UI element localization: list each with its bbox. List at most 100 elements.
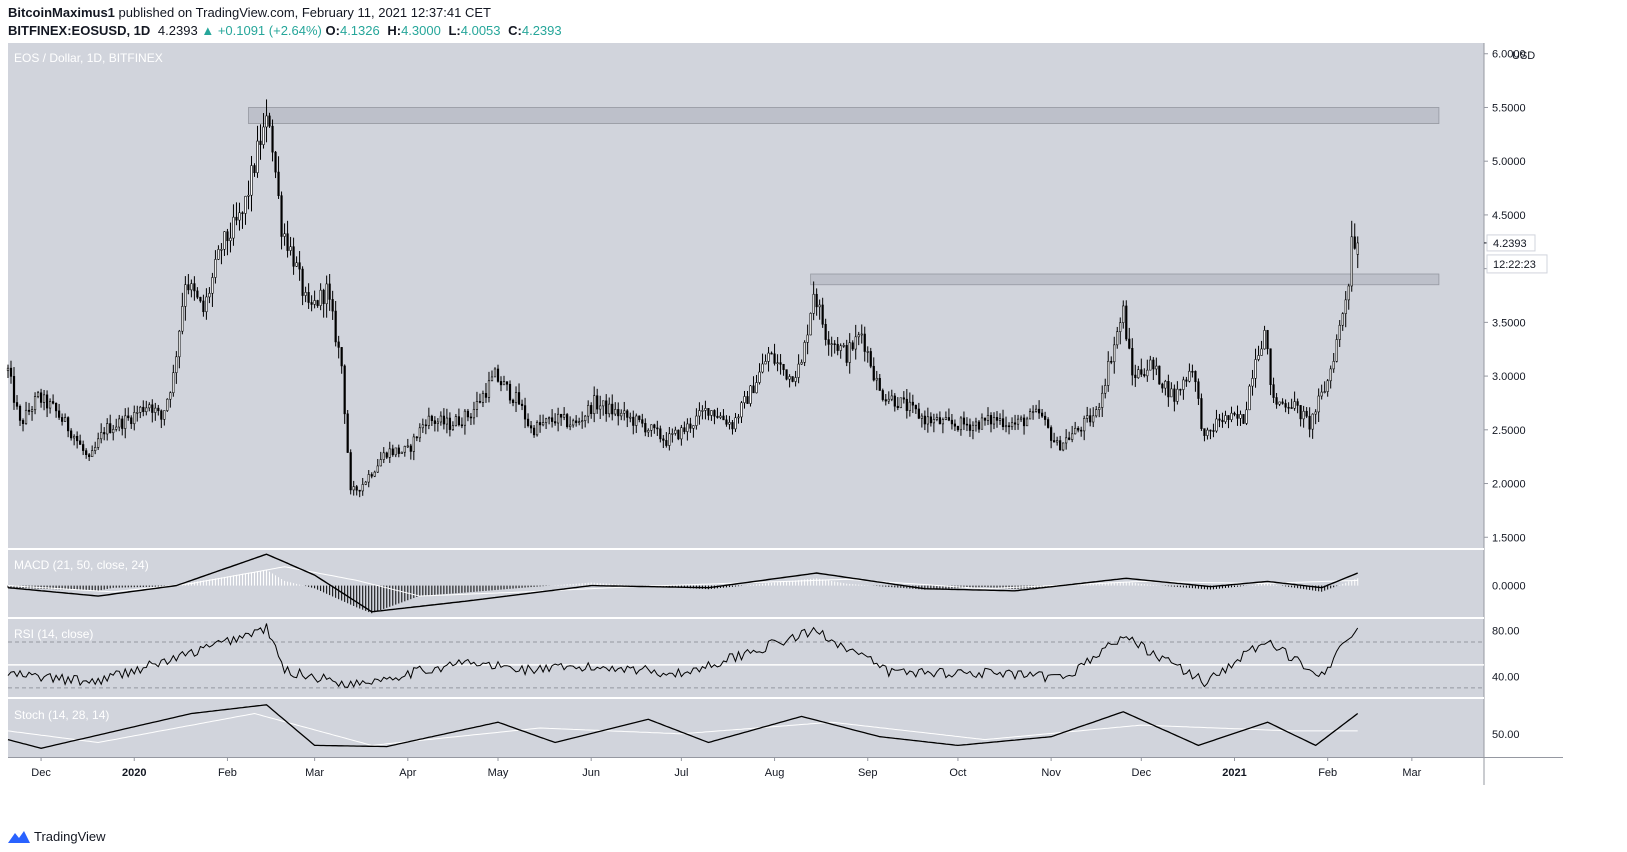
candle-body bbox=[505, 381, 509, 385]
candle-body bbox=[917, 408, 920, 419]
candle-body bbox=[94, 447, 97, 451]
candle-body bbox=[701, 410, 704, 412]
candle-body bbox=[779, 362, 782, 365]
candle-body bbox=[770, 352, 773, 355]
candle-body bbox=[671, 433, 674, 435]
open-label: O: bbox=[325, 23, 340, 38]
candle-body bbox=[256, 140, 259, 174]
macd-title: MACD (21, 50, close, 24) bbox=[14, 558, 149, 572]
countdown-label: 12:22:23 bbox=[1493, 259, 1536, 271]
candle-body bbox=[337, 341, 340, 348]
candle-body bbox=[554, 421, 557, 424]
candles-group bbox=[6, 99, 1359, 498]
candle-body bbox=[737, 416, 740, 419]
candle-body bbox=[1299, 405, 1302, 420]
candle-body bbox=[1056, 440, 1059, 443]
candle-body bbox=[1107, 360, 1110, 386]
candle-body bbox=[1284, 403, 1287, 408]
tradingview-brand[interactable]: TradingView bbox=[8, 829, 106, 844]
candle-body bbox=[175, 356, 178, 373]
candle-body bbox=[36, 392, 40, 397]
candle-body bbox=[773, 353, 776, 364]
candle-body bbox=[842, 345, 845, 347]
candle-body bbox=[1302, 410, 1305, 420]
candle-body bbox=[457, 416, 461, 426]
candle-body bbox=[160, 410, 163, 420]
candle-body bbox=[241, 212, 244, 215]
candle-body bbox=[881, 390, 884, 400]
candle-body bbox=[953, 423, 957, 427]
candle-body bbox=[271, 125, 274, 153]
candle-body bbox=[827, 339, 830, 345]
macd-line bbox=[7, 553, 1358, 613]
time-tick-label: Dec bbox=[31, 767, 51, 779]
candle-body bbox=[247, 194, 250, 197]
candle-body bbox=[605, 400, 608, 415]
author-name[interactable]: BitcoinMaximus1 bbox=[8, 5, 115, 20]
candle-body bbox=[61, 417, 64, 422]
low-label: L: bbox=[448, 23, 461, 38]
candle-body bbox=[1086, 415, 1089, 419]
candle-body bbox=[722, 415, 725, 421]
candle-body bbox=[220, 249, 223, 251]
candle-body bbox=[376, 465, 379, 473]
candle-body bbox=[136, 412, 139, 414]
candle-body bbox=[370, 474, 373, 477]
pane-background-0 bbox=[8, 43, 1484, 548]
candle-body bbox=[818, 304, 821, 308]
candle-body bbox=[1272, 384, 1275, 398]
candle-body bbox=[328, 283, 331, 300]
candle-body bbox=[145, 407, 148, 413]
candle-body bbox=[39, 392, 43, 403]
time-tick-label: Jul bbox=[674, 767, 688, 779]
candle-body bbox=[463, 410, 467, 426]
price-axis-area bbox=[1484, 43, 1563, 757]
candle-body bbox=[785, 369, 788, 380]
candle-body bbox=[602, 400, 605, 407]
candle-body bbox=[415, 436, 418, 439]
candle-body bbox=[665, 440, 668, 446]
candle-body bbox=[1044, 415, 1047, 420]
candle-body bbox=[1062, 442, 1065, 451]
candle-body bbox=[647, 429, 650, 433]
candle-body bbox=[1143, 374, 1146, 377]
candle-body bbox=[358, 489, 361, 492]
candle-body bbox=[349, 452, 352, 491]
candle-body bbox=[418, 427, 421, 439]
candle-body bbox=[788, 376, 791, 380]
macd-signal-line bbox=[7, 566, 1358, 597]
candle-body bbox=[88, 454, 91, 457]
candle-body bbox=[205, 296, 208, 313]
candle-body bbox=[274, 151, 277, 173]
candle-body bbox=[502, 381, 506, 386]
candle-body bbox=[911, 401, 914, 406]
candle-body bbox=[905, 398, 908, 411]
candle-body bbox=[1218, 418, 1221, 421]
time-tick-label: 2021 bbox=[1222, 767, 1246, 779]
candle-body bbox=[289, 246, 292, 251]
candle-body bbox=[1215, 418, 1218, 432]
candle-body bbox=[1131, 348, 1134, 376]
price-tick-label: 1.5000 bbox=[1492, 532, 1526, 544]
price-tick-label: 6.0000 bbox=[1492, 49, 1526, 61]
time-tick-label: Sep bbox=[858, 767, 878, 779]
candle-body bbox=[196, 290, 199, 298]
price-tick-label: 2.5000 bbox=[1492, 425, 1526, 437]
candle-body bbox=[941, 419, 945, 425]
candle-body bbox=[451, 425, 455, 430]
candle-body bbox=[151, 404, 154, 413]
candle-body bbox=[1191, 370, 1194, 373]
candle-body bbox=[109, 423, 112, 434]
candle-body bbox=[557, 413, 560, 424]
candle-body bbox=[295, 262, 298, 267]
candle-body bbox=[1314, 411, 1317, 415]
candle-body bbox=[1173, 388, 1176, 402]
candle-body bbox=[133, 412, 136, 425]
candle-body bbox=[731, 422, 734, 430]
candle-body bbox=[493, 368, 497, 378]
candle-body bbox=[1053, 440, 1056, 443]
candle-body bbox=[935, 417, 938, 420]
candle-body bbox=[929, 416, 932, 424]
candle-body bbox=[307, 292, 310, 303]
